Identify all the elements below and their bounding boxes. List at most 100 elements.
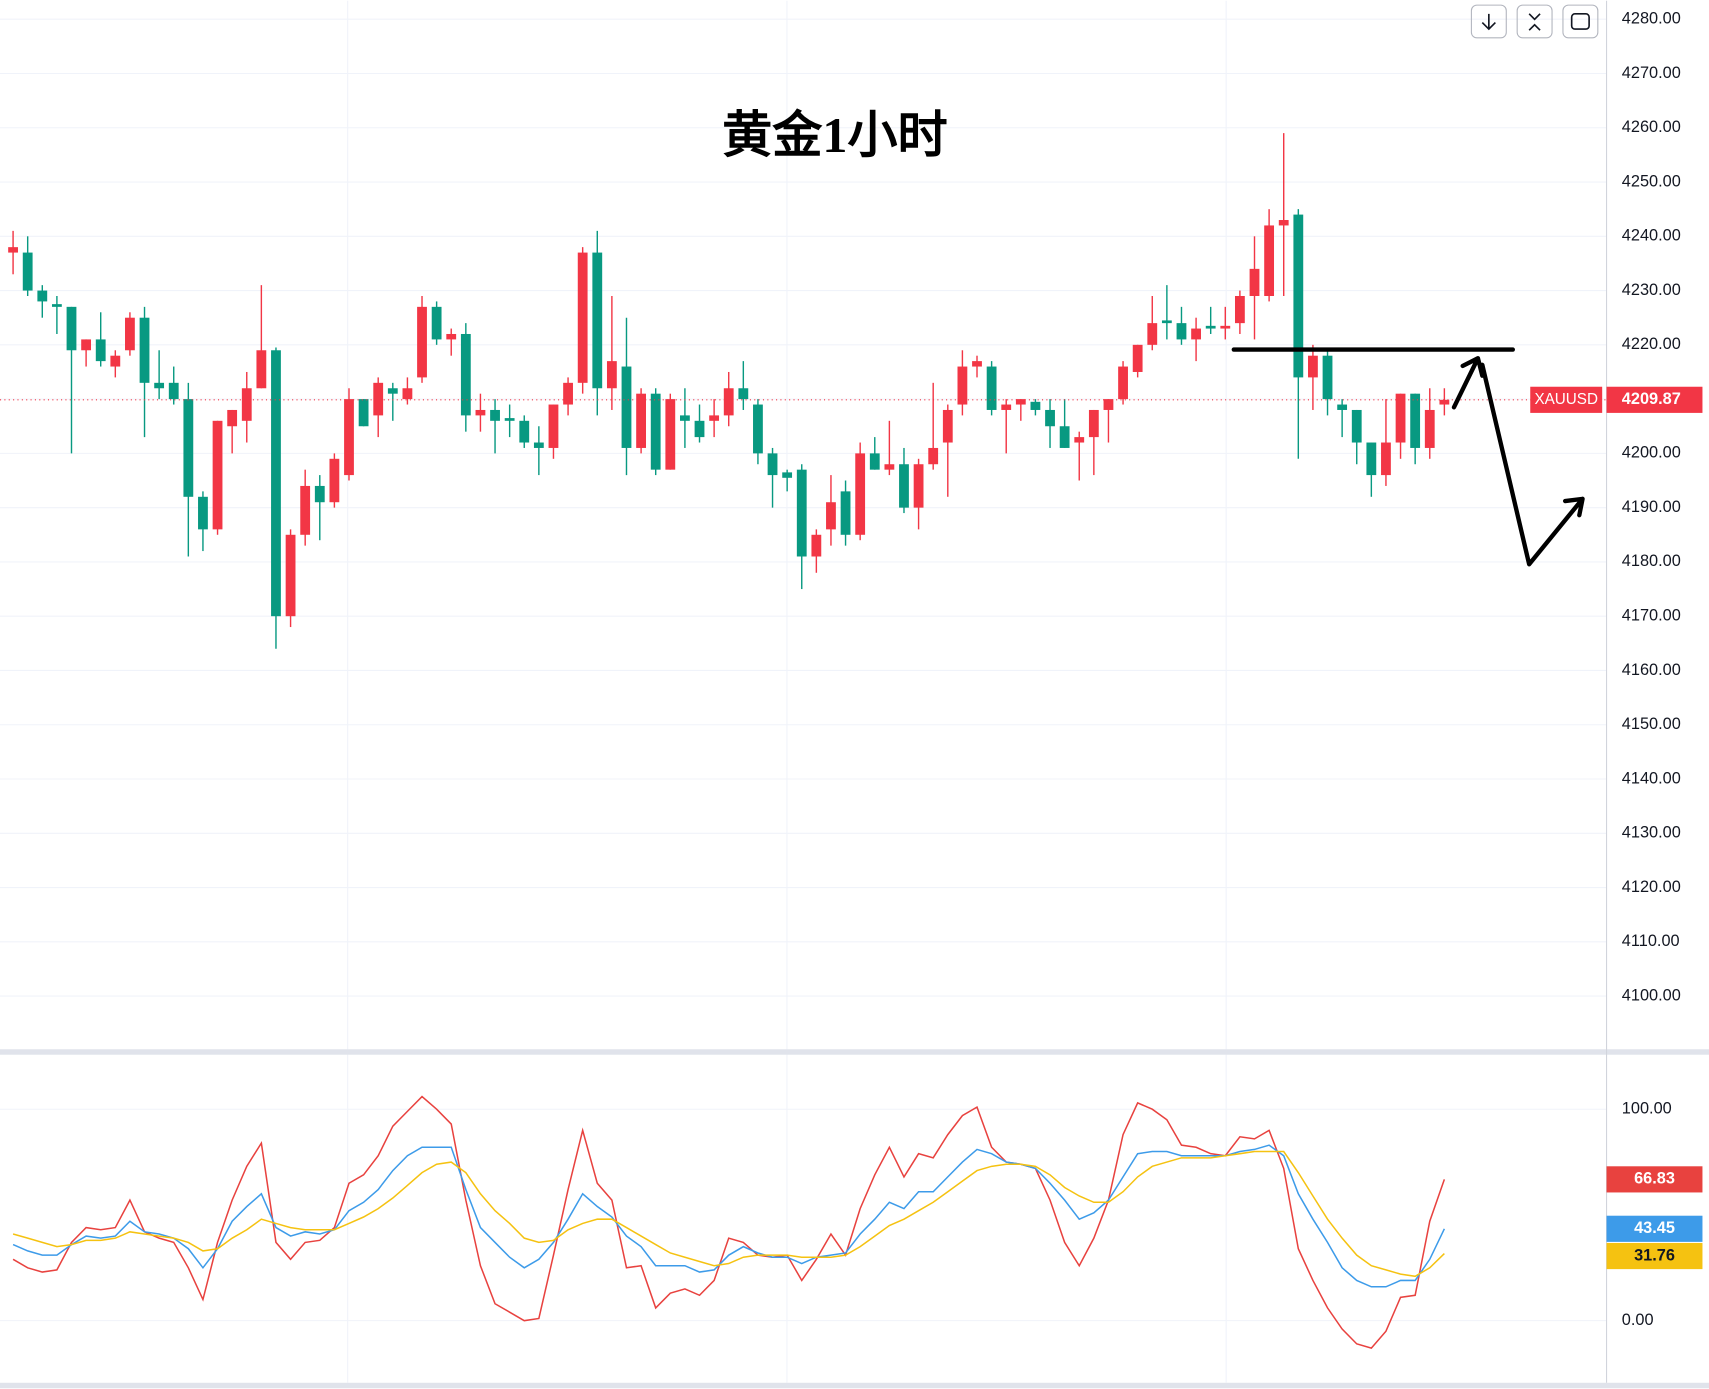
candle-body [753,404,763,454]
candle-body [139,317,150,383]
y-tick-label: 100.00 [1622,1100,1672,1118]
candle-body [460,333,471,416]
candle-body [665,399,676,470]
value-label: 31.76 [1634,1246,1675,1264]
y-tick-label: 4270.00 [1622,64,1681,82]
candle-body [387,388,398,394]
candle-body [95,339,106,362]
candle-body [913,464,924,508]
candle-body [1118,366,1128,400]
candle-body [1308,355,1318,378]
candle-body [285,534,296,617]
candle-body [986,366,997,410]
y-tick-label: 4240.00 [1622,227,1681,245]
candle-body [680,415,690,421]
candle-body [22,252,33,291]
y-tick-label: 4250.00 [1622,172,1681,190]
arrow-up [1451,356,1485,410]
candle-body [1337,404,1348,410]
candle-body [475,409,486,416]
candle-body [300,485,311,535]
y-tick-label: 4180.00 [1622,552,1681,570]
candle-body [110,355,121,367]
pane-bottom [0,1382,1709,1389]
candle-body [212,420,223,530]
button[interactable] [1562,4,1599,39]
candle-body [577,252,588,383]
candle-body [1103,399,1114,410]
indicator-line [12,1095,1446,1349]
candle-body [154,382,165,389]
y-tick-label: 4220.00 [1622,335,1681,353]
candle-body [548,404,559,448]
plot: 4100.00 4110.00 4120.00 4130.00 4140.00 4150.… [0,10,1703,1349]
price-label: 4209.87 [1622,390,1681,408]
symbol-tag [1530,386,1603,413]
candle-body [431,306,442,340]
y-tick-label: 4160.00 [1622,661,1681,679]
icon [1570,13,1590,30]
candle-body [183,399,194,497]
candle-body [1366,442,1377,476]
value-tag [1606,1215,1703,1242]
candle-body [694,420,705,438]
candle-body [227,409,238,427]
candle-body [37,290,48,302]
y-tick-label: 4150.00 [1622,715,1681,733]
y-tick-label: 4230.00 [1622,281,1681,299]
y-tick-label: 4130.00 [1622,824,1681,842]
candle-body [314,485,325,503]
toolbar [1470,4,1599,39]
y-tick-label: 4110.00 [1622,932,1680,950]
candle-body [972,361,982,367]
candle-body [198,496,208,530]
candle-body [1161,320,1172,324]
candle-body [957,366,968,405]
candle-body [1424,409,1435,448]
annotation [1231,347,1585,567]
icon [1481,13,1496,31]
candle-body [1249,268,1260,296]
candle-body [1147,323,1158,345]
candle-body [519,420,530,443]
candle-body [738,388,749,400]
candle-body [840,491,851,535]
y-tick-label: 4140.00 [1622,769,1681,787]
candle-body [125,317,135,351]
value-tag [1606,1242,1703,1270]
candle-body [168,382,179,400]
candle-body [811,534,822,557]
candle-body [1234,295,1245,324]
candle-body [256,350,267,389]
y-tick-label: 4170.00 [1622,607,1681,625]
chart-title: 黄金1小时 [722,107,948,163]
candle-body [490,409,500,421]
candle-body [1001,404,1012,410]
candle-body [592,252,603,389]
candle-body [899,464,909,508]
button[interactable] [1470,4,1507,39]
candle-body [1191,328,1201,340]
icon [1528,13,1541,31]
candle-body [1205,325,1216,329]
candle-body [1015,399,1026,405]
value-label: 66.83 [1634,1170,1675,1188]
candle-body [1264,225,1275,296]
candle-body [636,393,646,448]
candle-body [1088,409,1099,438]
candle-body [373,382,384,416]
candle-body [402,388,413,400]
candle-body [329,458,340,503]
candle-body [709,415,720,421]
button[interactable] [1516,4,1553,39]
candle-body [1381,442,1391,476]
candle-body [446,333,457,340]
candle-body [241,388,252,421]
y-tick-label: 4280.00 [1622,10,1681,28]
candle-body [1278,220,1289,226]
candle-body [417,306,427,378]
arrow-down-up [1480,362,1585,567]
